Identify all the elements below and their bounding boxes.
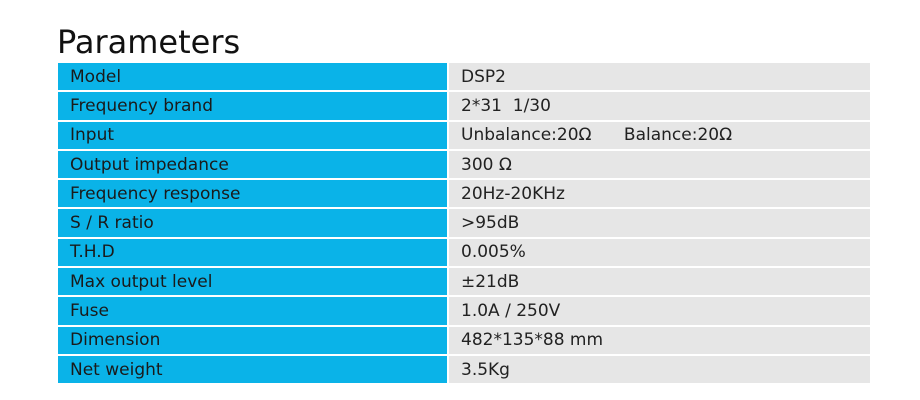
table-row: S / R ratio >95dB: [58, 208, 870, 239]
parameter-name: Fuse: [58, 296, 449, 327]
table-row: Net weight 3.5Kg: [58, 354, 870, 386]
parameter-name: S / R ratio: [58, 208, 449, 239]
parameter-name: Input: [58, 120, 449, 151]
table-row: Dimension 482*135*88 mm: [58, 325, 870, 356]
parameter-value: 482*135*88 mm: [448, 325, 870, 356]
parameter-value: Unbalance:20Ω Balance:20Ω: [448, 120, 870, 151]
parameter-value: DSP2: [448, 63, 870, 93]
table-row: Output impedance 300 Ω: [58, 149, 870, 181]
table-row: Max output level ±21dB: [58, 267, 870, 298]
parameter-name: T.H.D: [58, 237, 449, 269]
parameter-value: ±21dB: [448, 267, 870, 298]
parameter-name: Net weight: [58, 354, 449, 386]
table-row: Input Unbalance:20Ω Balance:20Ω: [58, 120, 870, 151]
parameter-name: Max output level: [58, 267, 449, 298]
parameter-value: 2*31 1/30: [448, 91, 870, 122]
table-row: Frequency response 20Hz-20KHz: [58, 179, 870, 210]
parameter-value: 20Hz-20KHz: [448, 179, 870, 210]
parameter-name: Frequency response: [58, 179, 449, 210]
table-row: Frequency brand 2*31 1/30: [58, 91, 870, 122]
table-row: Fuse 1.0A / 250V: [58, 296, 870, 327]
parameter-table: Model DSP2 Frequency brand 2*31 1/30 Input Un…: [58, 63, 870, 386]
parameter-value: 300 Ω: [448, 149, 870, 181]
parameter-name: Frequency brand: [58, 91, 449, 122]
table-row: Model DSP2: [58, 63, 870, 93]
parameter-value: 0.005%: [448, 237, 870, 269]
parameter-name: Output impedance: [58, 149, 449, 181]
title: Parameters: [57, 23, 241, 61]
parameter-name: Model: [58, 63, 449, 93]
parameter-value: 1.0A / 250V: [448, 296, 870, 327]
parameter-value: 3.5Kg: [448, 354, 870, 386]
parameter-value: >95dB: [448, 208, 870, 239]
parameter-name: Dimension: [58, 325, 449, 356]
table-row: T.H.D 0.005%: [58, 237, 870, 269]
